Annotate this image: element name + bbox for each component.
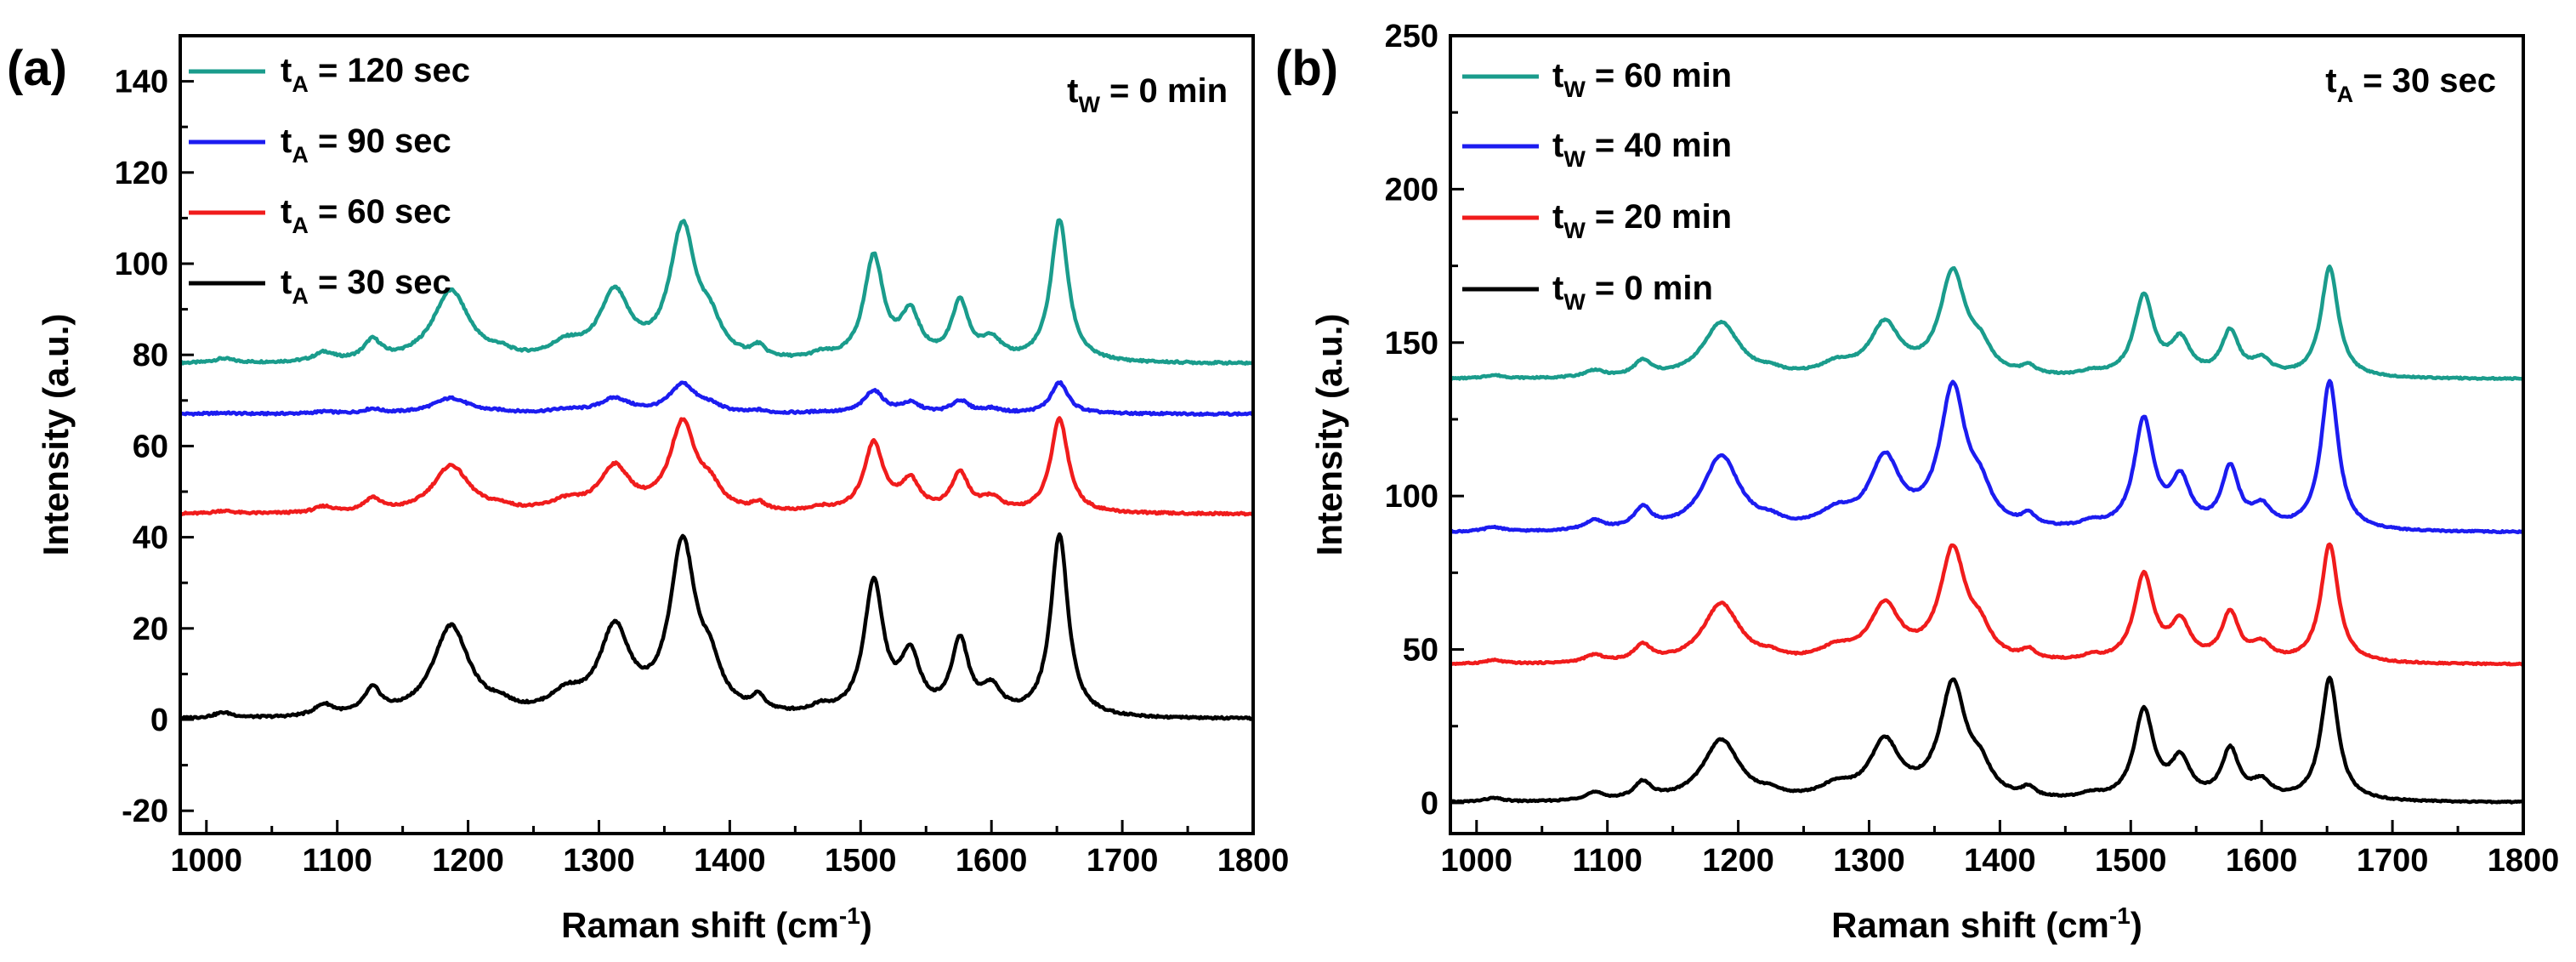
panel-b-y-tick-label: 200 (1385, 172, 1438, 208)
panel-a-label: (a) (7, 41, 67, 96)
panel-b-series-line (1449, 379, 2525, 535)
panel-b-x-tick-label: 1700 (2357, 843, 2429, 879)
panel-b: (b) 1000 1100 1200 1300 1400 1500 1600 1700 1800… (1275, 19, 2559, 945)
panel-b-y-ticks: 0 50 100 150 200 250 (1385, 19, 1464, 822)
panel-b-y-tick-label: 150 (1385, 326, 1438, 361)
panel-b-x-tick-label: 1600 (2226, 843, 2298, 879)
panel-b-x-tick-label: 1100 (1572, 843, 1642, 879)
panel-a-y-tick-label: -20 (122, 794, 168, 829)
panel-a-series-line (179, 218, 1255, 366)
panel-a-y-axis-title: Intensity (a.u.) (36, 314, 76, 556)
panel-a-y-tick-label: 40 (133, 521, 168, 556)
legend-label: tA = 60 sec (281, 193, 451, 238)
panel-b-legend: tW = 60 min tW = 40 min tW = 20 min tW =… (1462, 57, 1732, 315)
legend-label: tW = 20 min (1552, 198, 1732, 243)
panel-b-y-tick-label: 100 (1385, 479, 1438, 515)
panel-b-legend-item-3: tW = 20 min (1462, 198, 1732, 243)
panel-b-x-axis-title: Raman shift (cm-1) (1831, 902, 2142, 945)
panel-a-x-tick-label: 1500 (825, 843, 897, 879)
panel-a: (a) 1000 1100 1200 1300 1400 1500 1600 1700 1800… (7, 34, 1290, 945)
panel-a-legend-item-2: tA = 90 sec (189, 122, 451, 168)
panel-a-legend-item-3: tA = 60 sec (189, 193, 451, 238)
panel-a-y-tick-label: 140 (115, 65, 168, 100)
panel-b-series-line (1450, 264, 2525, 381)
panel-b-legend-item-4: tW = 0 min (1462, 270, 1713, 315)
panel-a-x-tick-label: 1300 (563, 843, 635, 879)
legend-label: tW = 60 min (1552, 57, 1732, 102)
panel-b-x-ticks: 1000 1100 1200 1300 1400 1500 1600 1700 1800 (1441, 820, 2560, 879)
panel-a-x-tick-label: 1800 (1217, 843, 1290, 879)
panel-a-y-tick-label: 20 (133, 612, 168, 647)
panel-a-series-line (179, 532, 1254, 721)
panel-b-label: (b) (1275, 41, 1338, 96)
panel-a-y-tick-label: 100 (115, 247, 168, 282)
legend-label: tW = 40 min (1552, 127, 1732, 172)
panel-a-y-ticks: -20 0 20 40 60 80 100 120 140 (115, 65, 194, 829)
panel-a-legend-item-1: tA = 120 sec (189, 52, 470, 97)
panel-b-series-line (1450, 675, 2524, 805)
panel-a-x-tick-label: 1400 (694, 843, 766, 879)
panel-b-plot-area (1449, 264, 2525, 805)
panel-a-y-tick-label: 0 (150, 703, 168, 738)
panel-b-condition-label: tA = 30 sec (2325, 62, 2496, 107)
panel-b-legend-item-2: tW = 40 min (1462, 127, 1732, 172)
panel-b-y-tick-label: 0 (1421, 786, 1438, 822)
legend-label: tA = 90 sec (281, 122, 451, 168)
panel-b-x-tick-label: 1500 (2095, 843, 2167, 879)
legend-label: tW = 0 min (1552, 270, 1713, 315)
panel-a-y-tick-label: 120 (115, 156, 168, 191)
panel-a-y-tick-label: 60 (133, 429, 168, 464)
panel-b-x-tick-label: 1400 (1964, 843, 2036, 879)
panel-a-y-tick-label: 80 (133, 338, 168, 373)
panel-b-y-axis-title: Intensity (a.u.) (1309, 314, 1349, 556)
panel-a-legend: tA = 120 sec tA = 90 sec tA = 60 sec tA … (189, 52, 470, 309)
panel-a-x-ticks: 1000 1100 1200 1300 1400 1500 1600 1700 1800 (171, 820, 1290, 879)
legend-label: tA = 30 sec (281, 264, 451, 309)
panel-a-condition-label: tW = 0 min (1067, 72, 1228, 117)
panel-b-series-line (1449, 542, 2524, 667)
panel-a-x-tick-label: 1000 (171, 843, 243, 879)
panel-a-frame (179, 34, 1255, 835)
panel-a-x-axis-title: Raman shift (cm-1) (561, 902, 872, 945)
legend-label: tA = 120 sec (281, 52, 470, 97)
panel-a-x-tick-label: 1100 (302, 843, 372, 879)
panel-b-x-tick-label: 1300 (1833, 843, 1905, 879)
panel-a-x-tick-label: 1700 (1087, 843, 1159, 879)
panel-a-x-tick-label: 1200 (432, 843, 504, 879)
panel-b-y-tick-label: 250 (1385, 19, 1438, 54)
panel-b-x-tick-label: 1000 (1441, 843, 1513, 879)
panel-b-x-tick-label: 1200 (1702, 843, 1774, 879)
panel-b-y-tick-label: 50 (1403, 633, 1438, 669)
panel-b-x-tick-label: 1800 (2488, 843, 2560, 879)
panel-a-plot-area (179, 218, 1255, 721)
panel-a-series-line (179, 380, 1255, 418)
panel-b-legend-item-1: tW = 60 min (1462, 57, 1732, 102)
panel-a-legend-item-4: tA = 30 sec (189, 264, 451, 309)
panel-a-series-line (179, 416, 1255, 517)
panel-b-frame (1449, 34, 2525, 835)
panel-a-x-tick-label: 1600 (956, 843, 1028, 879)
